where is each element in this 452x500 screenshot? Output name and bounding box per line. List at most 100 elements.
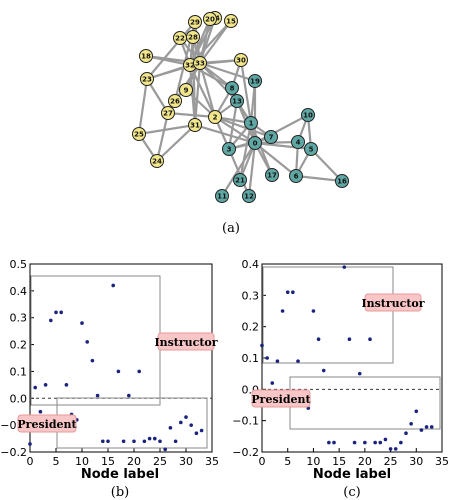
data-point: [179, 420, 183, 425]
data-point: [106, 439, 110, 444]
data-point: [33, 385, 37, 390]
node-label: 3: [227, 146, 232, 154]
x-tick-label: 20: [358, 455, 372, 468]
node-label: 15: [226, 18, 236, 26]
node-label: 32: [185, 62, 195, 70]
node-label: 17: [267, 172, 277, 180]
data-point: [270, 381, 275, 385]
network-node: 13: [230, 94, 244, 108]
data-point: [116, 369, 121, 374]
y-tick-label: 0.4: [10, 285, 28, 298]
network-edge: [155, 123, 197, 163]
data-point: [80, 321, 84, 325]
data-point: [260, 343, 264, 348]
data-point: [388, 447, 393, 451]
network-node: 27: [161, 106, 175, 120]
label-president: President: [17, 418, 77, 431]
data-point: [363, 440, 367, 445]
network-edge: [188, 63, 197, 127]
label-instructor: Instructor: [154, 336, 217, 349]
network-edge: [137, 123, 197, 136]
network-node: 29: [188, 15, 202, 29]
network-node: 15: [224, 14, 238, 28]
node-circle: [161, 106, 175, 120]
panel-a-caption: (a): [222, 221, 240, 236]
y-tick-label: 0.0: [10, 392, 28, 405]
network-node: 24: [150, 154, 164, 168]
data-point: [158, 439, 162, 444]
node-label: 16: [337, 178, 347, 186]
data-point: [43, 383, 48, 387]
x-tick-label: 30: [179, 455, 193, 468]
network-node: 25: [132, 127, 146, 141]
node-label: 29: [190, 19, 200, 27]
network-node: 12: [242, 189, 256, 203]
node-circle: [203, 12, 217, 26]
label-instructor-bg: [157, 332, 215, 351]
data-point: [429, 425, 434, 429]
node-circle: [222, 142, 236, 156]
node-label: 8: [230, 85, 235, 93]
network-node: 20: [203, 12, 217, 26]
network-edge: [247, 141, 257, 198]
node-circle: [179, 83, 193, 97]
data-point: [352, 440, 357, 445]
x-tick-label: 15: [101, 455, 115, 468]
data-point: [414, 409, 419, 414]
data-point: [265, 356, 269, 360]
network-node: 17: [265, 168, 279, 182]
data-point: [90, 358, 95, 363]
data-point: [147, 436, 152, 441]
network-node: 33: [193, 56, 207, 70]
node-label: 10: [303, 112, 313, 120]
network-edge: [155, 111, 170, 163]
data-point: [95, 393, 100, 398]
cluster-box-top: [262, 266, 394, 364]
network-edge: [193, 123, 257, 145]
node-circle: [193, 56, 207, 70]
data-point: [132, 439, 136, 444]
y-tick-label: 0.2: [10, 339, 28, 352]
data-point: [121, 439, 126, 444]
node-circle: [304, 142, 318, 156]
data-point: [85, 340, 89, 344]
network-node: 23: [140, 72, 154, 86]
data-point: [101, 439, 105, 444]
data-point: [54, 310, 58, 315]
panel-b-caption: (b): [111, 485, 129, 500]
network-node: 10: [301, 108, 315, 122]
data-point: [419, 428, 424, 432]
node-circle: [215, 189, 229, 203]
data-point: [184, 415, 188, 419]
node-label: 28: [188, 34, 198, 42]
y-tick-label: −0.2: [232, 446, 259, 459]
node-label: 0: [253, 140, 258, 148]
network-node: 2: [208, 110, 222, 124]
data-point: [311, 309, 316, 313]
network-edge: [294, 174, 344, 183]
x-tick-label: 35: [205, 455, 219, 468]
node-label: 26: [170, 98, 180, 106]
network-edge: [198, 19, 233, 65]
node-label: 12: [244, 193, 254, 201]
node-label: 1: [249, 120, 254, 128]
data-point: [321, 368, 326, 373]
network-edge: [193, 61, 202, 127]
data-point: [168, 426, 173, 430]
node-circle: [248, 136, 262, 150]
label-instructor: Instructor: [361, 297, 424, 310]
network-node: 1: [244, 116, 258, 130]
node-circle: [225, 81, 239, 95]
node-label: 31: [190, 122, 200, 130]
network-edge: [309, 147, 344, 183]
node-label: 22: [175, 35, 185, 43]
panel-c-xlabel: Node label: [313, 467, 391, 482]
y-tick-label: 0.2: [242, 321, 260, 334]
panel-c-scatter: 0.40.30.20.10.0−0.1−0.20 5 10 15 20 25 30 35Ins…: [232, 258, 449, 468]
node-circle: [168, 94, 182, 108]
node-circle: [289, 169, 303, 183]
network-edge: [198, 61, 257, 83]
node-circle: [132, 127, 146, 141]
data-point: [137, 369, 141, 374]
node-label: 19: [250, 78, 260, 86]
